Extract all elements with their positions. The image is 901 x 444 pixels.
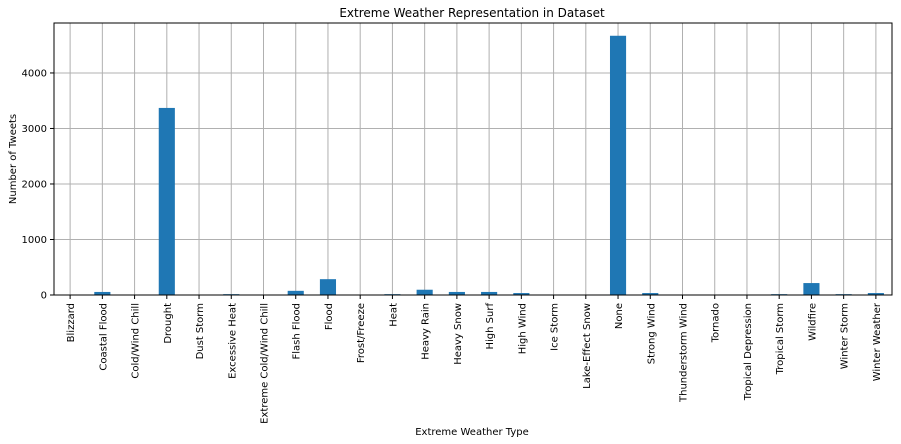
x-tick-label: Cold/Wind Chill <box>131 303 142 379</box>
bar <box>803 283 820 295</box>
x-tick-label: Strong Wind <box>646 303 657 364</box>
x-tick-label: Tornado <box>711 303 722 343</box>
y-tick-label: 1000 <box>22 235 47 246</box>
x-tick-label: None <box>614 303 625 329</box>
bar <box>448 291 465 295</box>
x-tick-label: Ice Storm <box>550 303 561 351</box>
bar <box>94 291 111 295</box>
x-tick-label: Heat <box>388 303 399 327</box>
x-tick-label: Tropical Depression <box>743 303 754 401</box>
x-tick-label: Heavy Snow <box>453 303 464 365</box>
bar <box>287 290 304 295</box>
x-tick-label: Tropical Storm <box>775 303 786 375</box>
x-tick-label: Flash Flood <box>292 303 303 360</box>
chart-title: Extreme Weather Representation in Datase… <box>339 6 605 20</box>
x-tick-label: Winter Storm <box>840 303 851 369</box>
bar <box>319 279 337 295</box>
x-tick-label: Lake-Effect Snow <box>582 303 593 389</box>
grid-lines <box>54 23 892 296</box>
x-tick-label: Wildfire <box>807 303 818 341</box>
x-tick-label: Coastal Flood <box>98 303 109 371</box>
bar <box>481 291 498 295</box>
x-axis-label: Extreme Weather Type <box>415 427 529 438</box>
bar <box>513 293 530 295</box>
x-tick-label: Extreme Cold/Wind Chill <box>260 303 271 424</box>
x-axis-ticks: Blizzard Coastal Flood Cold/Wind Chill Drou… <box>66 295 883 424</box>
x-tick-label: Frost/Freeze <box>356 303 367 363</box>
bar <box>416 289 433 295</box>
x-tick-label: Flood <box>324 303 335 330</box>
y-tick-label: 2000 <box>22 179 47 190</box>
x-tick-label: High Wind <box>517 303 528 354</box>
bar <box>867 293 884 295</box>
x-tick-label: Excessive Heat <box>227 303 238 379</box>
y-tick-label: 4000 <box>22 68 47 79</box>
x-tick-label: Heavy Rain <box>421 303 432 360</box>
x-tick-label: Thunderstorm Wind <box>679 303 690 403</box>
x-tick-label: Blizzard <box>66 303 77 342</box>
x-tick-label: High Surf <box>485 303 496 350</box>
x-tick-label: Drought <box>163 303 174 344</box>
bars <box>62 35 884 296</box>
y-axis-label: Number of Tweets <box>8 114 19 204</box>
y-tick-label: 3000 <box>22 124 47 135</box>
bar <box>642 293 659 295</box>
y-axis-ticks: 0 1000 2000 3000 4000 <box>22 68 54 302</box>
x-tick-label: Dust Storm <box>195 303 206 359</box>
bar <box>158 107 175 296</box>
y-tick-label: 0 <box>41 291 47 302</box>
plot-frame <box>53 22 893 296</box>
bar <box>609 35 627 296</box>
x-tick-label: Winter Weather <box>872 302 883 381</box>
